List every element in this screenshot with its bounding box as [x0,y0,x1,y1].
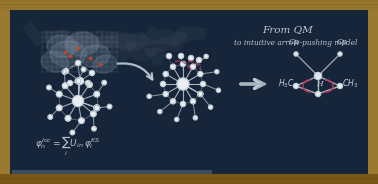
Circle shape [163,72,168,77]
Circle shape [191,64,195,69]
Circle shape [161,82,166,86]
Circle shape [294,52,298,56]
Circle shape [338,52,342,56]
Circle shape [76,61,81,66]
Text: $CH_3$: $CH_3$ [342,78,358,90]
Circle shape [56,91,62,97]
Circle shape [102,80,107,85]
Circle shape [87,82,92,87]
Circle shape [75,78,81,84]
Circle shape [47,85,51,90]
Circle shape [65,116,71,121]
Circle shape [204,54,208,59]
Circle shape [166,54,172,59]
Text: Cp: Cp [289,38,299,46]
Circle shape [62,83,68,89]
Text: Cp: Cp [337,38,347,46]
FancyBboxPatch shape [0,10,10,174]
Circle shape [68,81,73,86]
Circle shape [217,88,220,92]
Ellipse shape [80,45,110,67]
Circle shape [170,64,175,69]
Ellipse shape [93,55,117,73]
Circle shape [147,94,151,98]
Circle shape [170,99,175,104]
FancyBboxPatch shape [368,10,378,174]
Circle shape [200,82,206,86]
Text: H: H [316,80,322,88]
Circle shape [70,130,74,135]
Circle shape [107,104,112,109]
FancyBboxPatch shape [0,0,378,10]
Circle shape [181,102,186,107]
Text: to intuitive arrow-pushing model: to intuitive arrow-pushing model [234,39,358,47]
Circle shape [198,91,203,96]
Circle shape [90,111,96,117]
Circle shape [215,70,219,74]
Circle shape [209,105,212,109]
Circle shape [62,70,67,74]
Circle shape [175,117,179,121]
Circle shape [189,56,194,61]
Text: $\varphi_n^{loc} = \sum_i U_{in}\,\varphi_i^{KS}$: $\varphi_n^{loc} = \sum_i U_{in}\,\varph… [35,134,101,158]
Circle shape [94,105,99,111]
Circle shape [90,70,94,75]
Circle shape [64,68,68,73]
Circle shape [56,105,62,111]
Circle shape [191,99,195,104]
Circle shape [181,61,186,66]
FancyArrowPatch shape [118,63,152,79]
Circle shape [81,67,86,72]
Circle shape [338,84,342,89]
Circle shape [163,91,168,96]
Circle shape [177,78,189,90]
FancyBboxPatch shape [0,174,378,184]
Text: $H_3C$: $H_3C$ [278,78,294,90]
Ellipse shape [65,32,99,56]
Circle shape [178,54,183,59]
Circle shape [85,81,90,86]
Circle shape [198,91,203,96]
Circle shape [316,91,321,96]
Ellipse shape [41,52,69,72]
Text: Sc: Sc [314,71,324,79]
Circle shape [92,127,96,131]
Circle shape [193,116,197,120]
Circle shape [94,91,99,97]
Circle shape [198,72,203,77]
Circle shape [79,118,84,123]
FancyBboxPatch shape [12,170,212,174]
Circle shape [48,115,53,119]
Text: From QM: From QM [263,26,313,35]
Circle shape [293,84,299,89]
Ellipse shape [50,41,86,67]
Circle shape [197,57,201,63]
Circle shape [314,72,322,79]
Circle shape [73,95,84,107]
Ellipse shape [47,35,77,57]
Circle shape [158,110,162,114]
Circle shape [76,77,84,84]
Circle shape [94,105,99,111]
